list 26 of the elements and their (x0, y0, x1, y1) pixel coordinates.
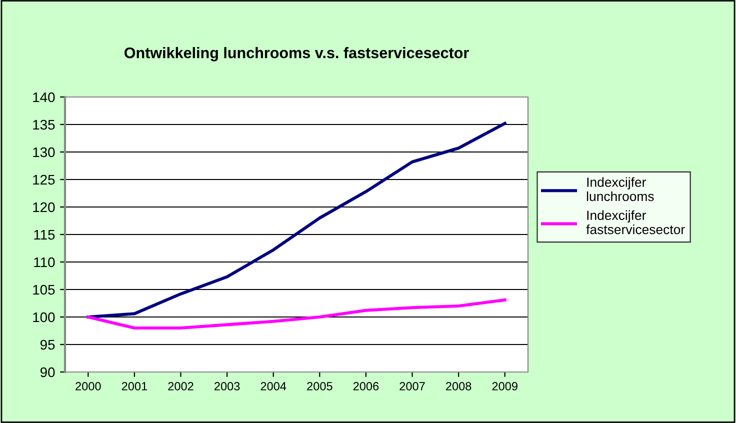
y-tick-label: 95 (40, 340, 55, 350)
x-tick-label: 2009 (492, 382, 518, 390)
y-tick-label: 125 (33, 174, 55, 185)
x-tick-label: 2004 (260, 382, 286, 390)
chart-title: Ontwikkeling lunchrooms v.s. fastservicesector (124, 47, 469, 62)
x-tick-label: 2008 (446, 382, 472, 390)
y-tick-label: 105 (33, 284, 55, 295)
x-tick-label: 2005 (307, 382, 332, 390)
x-tick-label: 2003 (214, 382, 240, 390)
x-tick-label: 2001 (122, 382, 148, 390)
line-series (86, 122, 506, 319)
y-tick-label: 110 (34, 257, 55, 268)
y-tick-label: 100 (33, 312, 55, 322)
x-tick-label: 2002 (168, 382, 194, 390)
y-tick-label: 130 (33, 147, 55, 158)
y-tick-label: 140 (33, 92, 55, 102)
y-tick-label: 90 (40, 367, 55, 378)
y-tick-label: 120 (33, 202, 55, 212)
legend-label: Indexcijfer lunchrooms (586, 177, 654, 202)
x-tick-label: 2007 (400, 382, 425, 390)
x-tick-label: 2000 (76, 382, 101, 390)
legend-label: Indexcijfer fastservicesector (586, 210, 685, 234)
line-series (86, 298, 506, 330)
x-tick-label: 2006 (353, 382, 379, 390)
y-tick-label: 115 (34, 230, 55, 240)
y-tick-label: 135 (33, 120, 55, 130)
